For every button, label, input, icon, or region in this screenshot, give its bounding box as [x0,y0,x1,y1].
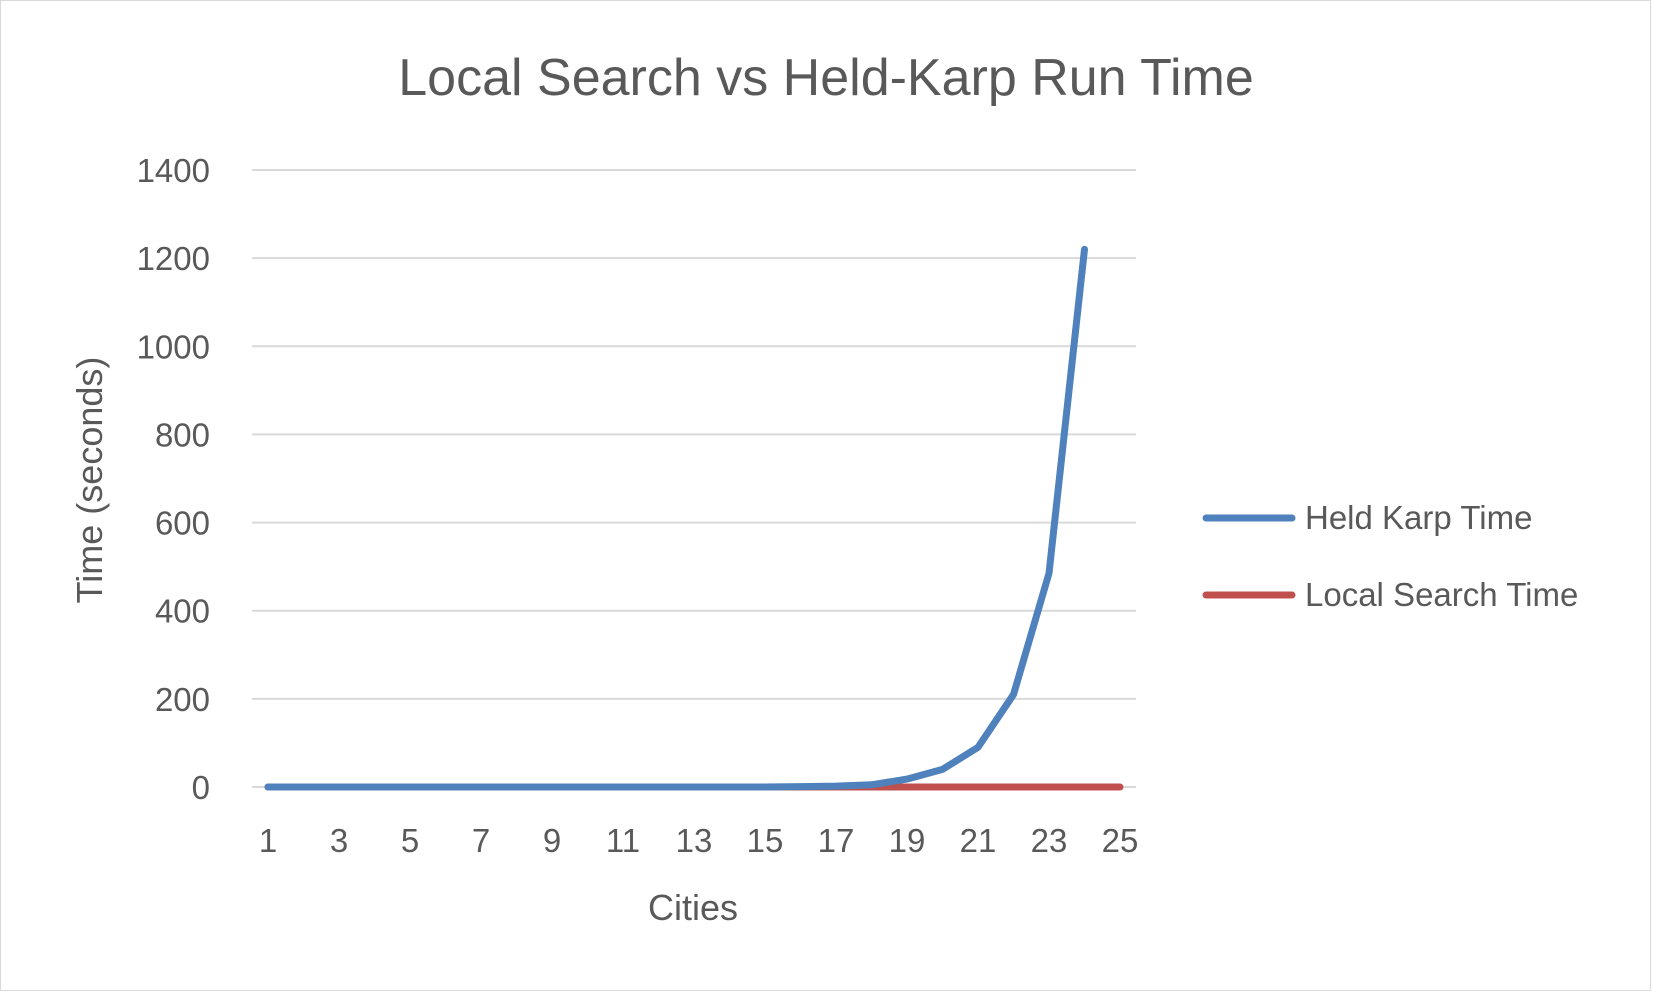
x-tick-label: 5 [401,822,419,859]
y-tick-label: 1000 [137,328,210,365]
y-tick-label: 800 [155,416,210,453]
x-tick-label: 11 [606,822,640,859]
x-tick-label: 3 [330,822,348,859]
x-tick-label: 17 [818,822,855,859]
x-tick-label: 7 [472,822,490,859]
y-tick-label: 200 [155,681,210,718]
chart-title: Local Search vs Held-Karp Run Time [398,49,1254,107]
y-tick-label: 400 [155,593,210,630]
x-axis-title: Cities [648,887,738,928]
legend-label: Held Karp Time [1305,499,1532,536]
x-tick-label: 19 [889,822,926,859]
y-tick-label: 600 [155,505,210,542]
x-tick-label: 9 [543,822,561,859]
y-tick-label: 1400 [137,152,210,189]
y-axis-ticks: 0 200 400 600 800 1000 1200 1400 [137,152,210,806]
legend-label: Local Search Time [1305,576,1578,613]
x-tick-label: 21 [960,822,997,859]
gridlines [252,169,1136,788]
legend: Held Karp Time Local Search Time [1202,499,1578,613]
y-axis-title: Time (seconds) [69,357,110,604]
y-tick-label: 0 [192,769,210,806]
x-tick-label: 13 [676,822,713,859]
x-axis-ticks: 1 3 5 7 9 11 13 15 17 19 21 23 25 [259,822,1139,859]
x-tick-label: 23 [1031,822,1068,859]
x-tick-label: 15 [747,822,784,859]
series-line-held-karp-time [264,245,1088,791]
x-tick-label: 1 [259,822,277,859]
x-tick-label: 25 [1102,822,1139,859]
series-lines [264,245,1124,791]
y-tick-label: 1200 [137,240,210,277]
